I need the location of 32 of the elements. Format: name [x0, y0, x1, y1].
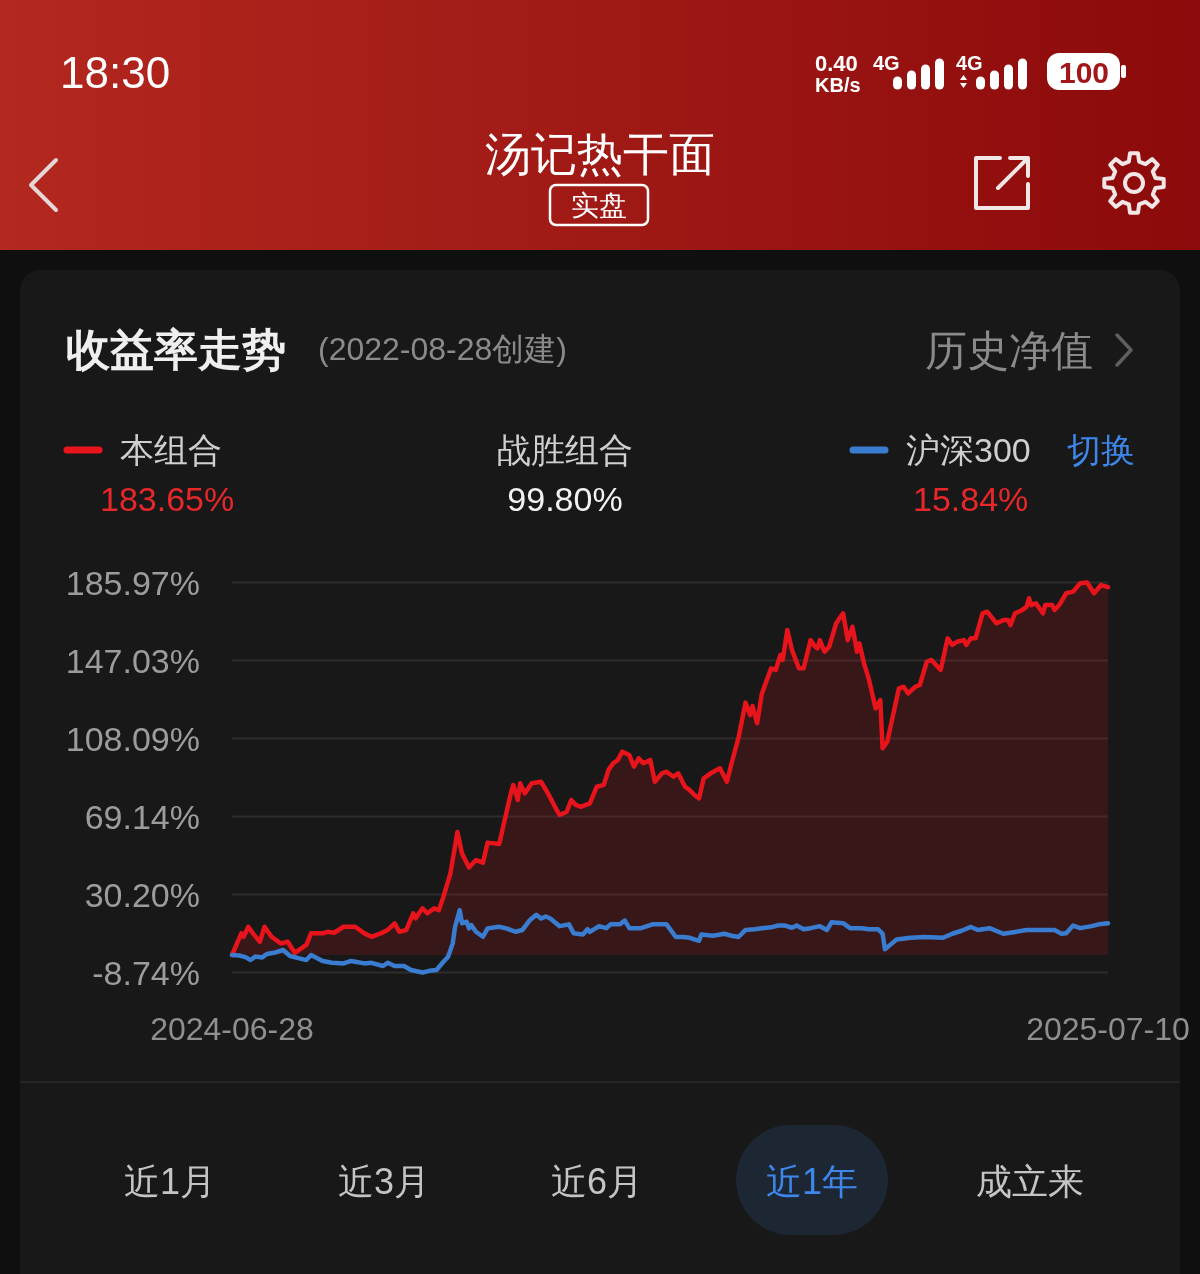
text: 近1月 [123, 1161, 217, 1202]
chart-title: 收益率走势 [66, 325, 286, 374]
text: 4G [873, 52, 900, 74]
legend-label: 沪深300 [906, 431, 1031, 469]
text: 近3月 [337, 1161, 431, 1202]
text: 历史净值 [925, 327, 1093, 374]
chart-subtitle: (2022-08-28创建) [318, 331, 567, 367]
x-tick-label: 2025-07-10 [1026, 1011, 1190, 1047]
y-tick-label: 185.97% [65, 563, 200, 602]
text: 近1年 [765, 1161, 859, 1202]
y-tick-label: 108.09% [65, 719, 200, 758]
text: 成立来 [976, 1161, 1084, 1202]
y-tick-label: 147.03% [65, 641, 200, 680]
line-series [229, 907, 1111, 975]
text: 18:30 [60, 48, 171, 97]
y-tick-label: -8.74% [92, 953, 200, 992]
text: 切换 [1067, 431, 1135, 469]
y-tick-label: 30.20% [84, 875, 200, 914]
text: 汤记热干面 [485, 128, 715, 180]
text: 100 [1058, 56, 1110, 89]
text: 4G [956, 52, 983, 74]
text: 99.80% [507, 480, 623, 518]
text: 15.84% [913, 480, 1029, 518]
y-tick-label: 69.14% [84, 797, 200, 836]
text: 183.65% [100, 480, 235, 518]
x-tick-label: 2024-06-28 [150, 1011, 314, 1047]
text: 0.40 [815, 51, 858, 76]
text: 战胜组合 [497, 431, 633, 469]
text: 实盘 [571, 190, 627, 221]
text: KB/s [815, 74, 861, 96]
legend-label: 本组合 [120, 431, 222, 469]
text: 近6月 [550, 1161, 644, 1202]
